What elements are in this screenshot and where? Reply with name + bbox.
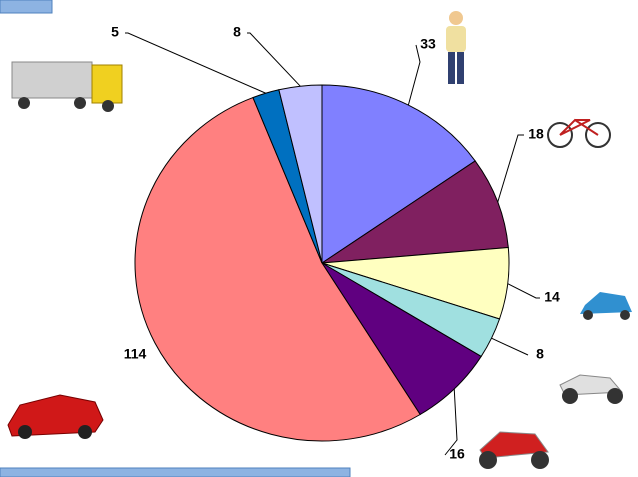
data-label: 8 [233, 24, 241, 40]
pie-slice [278, 84, 323, 264]
pie-slice [321, 84, 476, 264]
leader-line [444, 388, 458, 456]
scooter-icon [580, 292, 632, 320]
data-label: 5 [111, 24, 119, 40]
motorbike-icon [559, 374, 624, 404]
data-label: 18 [528, 126, 544, 142]
truck-icon [11, 61, 123, 112]
sportbike-icon [479, 431, 549, 469]
leader-line [407, 44, 421, 106]
data-label: 16 [449, 446, 465, 462]
leader-line [507, 283, 540, 299]
data-label: 33 [420, 36, 436, 52]
data-label: 14 [544, 289, 560, 305]
footer-bar [0, 467, 351, 477]
leader-line [491, 337, 529, 356]
pie-slice [134, 96, 421, 442]
leader-line [247, 32, 301, 87]
pie-slice [321, 160, 509, 264]
pedestrian-icon [446, 11, 466, 84]
data-label: 8 [536, 346, 544, 362]
header-box [0, 0, 53, 14]
leader-line [125, 32, 266, 94]
bicycle-icon [547, 118, 611, 148]
data-label: 114 [124, 346, 147, 362]
leader-line [497, 134, 524, 203]
car-icon [7, 394, 104, 439]
